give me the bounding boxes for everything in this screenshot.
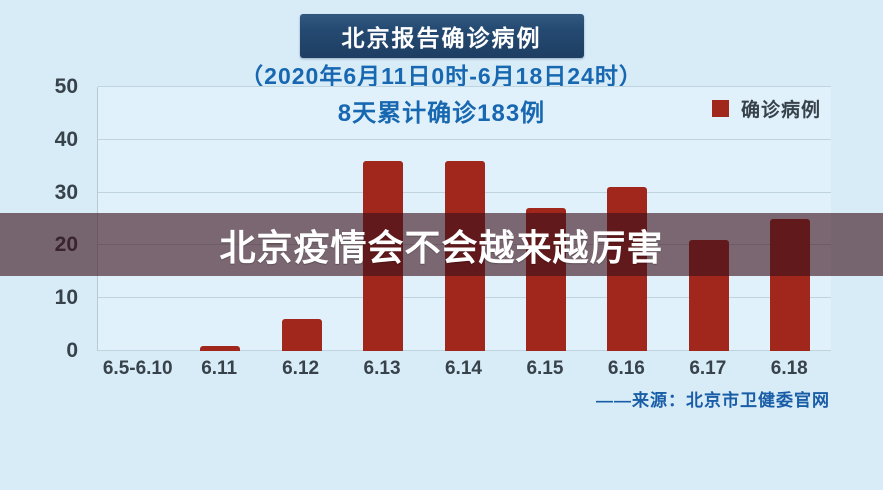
y-axis-label-10: 10 [54, 286, 78, 310]
bar-6.11 [200, 345, 241, 351]
x-axis-label-6.12: 6.12 [282, 358, 320, 379]
y-axis-label-0: 0 [66, 339, 78, 362]
x-axis-label-6.5-6.10: 6.5-6.10 [102, 358, 173, 379]
gridline-50 [98, 86, 831, 87]
legend-label: 确诊病例 [741, 100, 822, 121]
x-axis-label-6.11: 6.11 [201, 358, 238, 379]
x-axis-label-6.13: 6.13 [363, 358, 401, 379]
x-axis-label-6.18: 6.18 [770, 358, 808, 379]
gridline-40 [98, 138, 831, 140]
x-axis-label-6.17: 6.17 [689, 358, 727, 379]
source-credit: ——来源：北京市卫健委官网 [596, 391, 830, 410]
legend-swatch [712, 100, 729, 117]
chart-subtitle: （2020年6月11日0时-6月18日24时） [240, 63, 643, 89]
legend: 确诊病例 [712, 95, 821, 122]
chart-title-box: 北京报告确诊病例 [299, 14, 584, 58]
headline-text: 北京疫情会不会越来越厉害 [219, 226, 664, 268]
x-axis-label-6.14: 6.14 [444, 358, 482, 379]
bar-6.12 [281, 319, 322, 351]
y-axis-label-30: 30 [54, 180, 78, 204]
x-axis-label-6.15: 6.15 [526, 358, 564, 379]
headline-band: 北京疫情会不会越来越厉害 [0, 213, 883, 276]
y-axis-label-50: 50 [54, 75, 78, 98]
chart-title: 北京报告确诊病例 [341, 25, 542, 51]
chart-heading: 8天累计确诊183例 [337, 100, 546, 127]
y-axis-label-40: 40 [54, 127, 78, 151]
x-axis-label-6.16: 6.16 [607, 358, 645, 379]
